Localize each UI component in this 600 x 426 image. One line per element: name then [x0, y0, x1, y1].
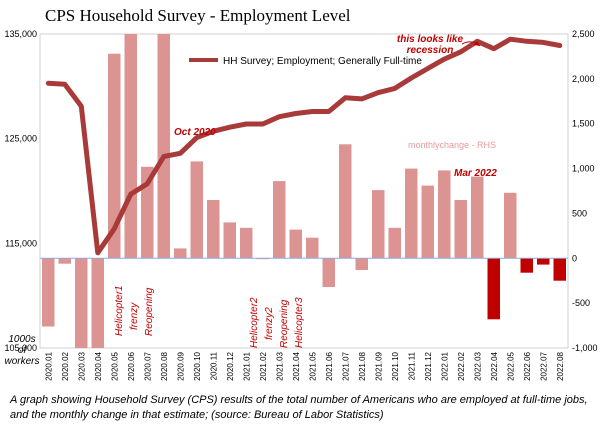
- x-tick-label: 2021.11: [407, 351, 416, 380]
- bar-2021.07: [339, 144, 352, 259]
- label-helicopter2: Helicopter2: [249, 297, 260, 348]
- x-tick-label: 2021.05: [308, 351, 317, 380]
- annotation-recession-line1: this looks like: [397, 34, 464, 45]
- label-helicopter1: Helicopter1: [114, 285, 125, 336]
- bar-2021.12: [421, 185, 434, 259]
- x-tick-label: 2021.09: [374, 351, 383, 380]
- legend-bar-label: monthlychange - RHS: [408, 140, 496, 150]
- x-tick-label: 2022.03: [473, 351, 482, 380]
- bar-2020.03: [75, 258, 88, 348]
- x-tick-label: 2021.12: [424, 351, 433, 380]
- x-tick-label: 2022.02: [457, 351, 466, 380]
- annotation-mar-2022: Mar 2022: [454, 168, 497, 179]
- x-tick-label: 2022.04: [490, 351, 499, 380]
- bar-2021.08: [355, 258, 368, 270]
- left-tick-label: 125,000: [4, 134, 37, 144]
- x-tick-label: 2022.07: [539, 351, 548, 380]
- bar-2020.05: [108, 53, 121, 259]
- right-tick-label: 1,000: [572, 164, 595, 174]
- bar-2021.05: [306, 237, 319, 259]
- label-reopening1: Reopening: [144, 287, 155, 336]
- bar-2022.04: [487, 258, 500, 320]
- right-tick-label: 0: [572, 253, 577, 263]
- chart-caption: A graph showing Household Survey (CPS) r…: [10, 394, 588, 421]
- bar-2020.01: [42, 258, 55, 327]
- left-tick-label: 115,000: [5, 238, 37, 248]
- x-tick-label: 2020.01: [44, 351, 53, 380]
- x-tick-label: 2022.08: [556, 351, 565, 380]
- bar-2020.02: [58, 258, 71, 264]
- bar-2021.01: [240, 227, 253, 259]
- bar-2020.04: [91, 258, 104, 348]
- bar-2022.05: [504, 192, 517, 259]
- label-frenzy1: frenzy: [129, 302, 140, 330]
- x-tick-label: 2022.06: [523, 351, 532, 380]
- x-tick-label: 2020.09: [176, 351, 185, 380]
- bar-2020.12: [223, 222, 236, 259]
- label-helicopter3: Helicopter3: [294, 297, 305, 348]
- left-axis-label-line2: of: [18, 345, 28, 356]
- bar-2020.10: [190, 161, 203, 259]
- employment-chart: CPS Household Survey - Employment Level …: [4, 6, 598, 381]
- x-tick-label: 2021.01: [242, 351, 251, 380]
- x-tick-label: 2020.11: [209, 351, 218, 380]
- x-tick-label: 2021.07: [341, 351, 350, 380]
- annotation-oct-2020: Oct 2020: [174, 127, 216, 138]
- right-tick-label: -500: [572, 298, 590, 308]
- right-tick-label: -1,000: [572, 343, 598, 353]
- bar-2022.02: [454, 200, 467, 259]
- bar-2022.08: [553, 258, 566, 281]
- label-frenzy2: frenzy2: [264, 307, 275, 340]
- x-tick-label: 2020.04: [94, 351, 103, 380]
- bar-2020.09: [174, 248, 187, 259]
- bar-2022.01: [438, 170, 451, 259]
- bar-2021.03: [273, 181, 286, 259]
- x-tick-label: 2022.05: [506, 351, 515, 380]
- x-tick-label: 2021.04: [292, 351, 301, 380]
- x-tick-label: 2021.10: [391, 351, 400, 380]
- bar-2020.08: [157, 34, 170, 259]
- bar-2022.03: [471, 176, 484, 259]
- x-tick-label: 2022.01: [440, 351, 449, 380]
- bar-2021.10: [388, 227, 401, 259]
- chart-title: CPS Household Survey - Employment Level: [45, 6, 351, 25]
- right-tick-label: 2,000: [572, 74, 595, 84]
- x-tick-label: 2021.06: [325, 351, 334, 380]
- annotation-recession-line2: recession: [407, 45, 454, 56]
- bar-2021.06: [322, 258, 335, 287]
- label-reopening2: Reopening: [279, 299, 290, 348]
- x-tick-label: 2020.10: [193, 351, 202, 380]
- x-tick-label: 2020.06: [127, 351, 136, 380]
- x-tick-label: 2020.12: [226, 351, 235, 380]
- legend-line-label: HH Survey; Employment; Generally Full-ti…: [223, 56, 422, 67]
- bar-2020.06: [124, 34, 137, 259]
- x-tick-label: 2020.07: [143, 351, 152, 380]
- bar-2021.04: [289, 229, 302, 259]
- bar-2021.09: [372, 190, 385, 259]
- x-tick-label: 2021.08: [358, 351, 367, 380]
- recession-arrowhead: [474, 41, 480, 46]
- bar-2022.07: [537, 258, 550, 265]
- left-axis-label-line3: workers: [4, 356, 39, 367]
- x-tick-label: 2021.03: [275, 351, 284, 380]
- legend: HH Survey; Employment; Generally Full-ti…: [189, 56, 496, 150]
- bar-2020.07: [141, 166, 154, 259]
- x-tick-label: 2020.05: [110, 351, 119, 380]
- x-tick-label: 2020.02: [61, 351, 70, 380]
- right-tick-label: 500: [572, 208, 587, 218]
- bar-2020.11: [207, 200, 220, 259]
- right-tick-label: 2,500: [572, 29, 595, 39]
- left-axis-label-line1: 1000s: [8, 334, 35, 345]
- left-tick-label: 105,000: [4, 343, 37, 353]
- x-tick-label: 2020.08: [160, 351, 169, 380]
- x-tick-label: 2021.02: [259, 351, 268, 380]
- bar-2022.06: [520, 258, 533, 273]
- right-tick-label: 1,500: [572, 119, 595, 129]
- left-tick-label: 135,000: [4, 29, 37, 39]
- x-tick-label: 2020.03: [77, 351, 86, 380]
- bar-2021.11: [405, 168, 418, 259]
